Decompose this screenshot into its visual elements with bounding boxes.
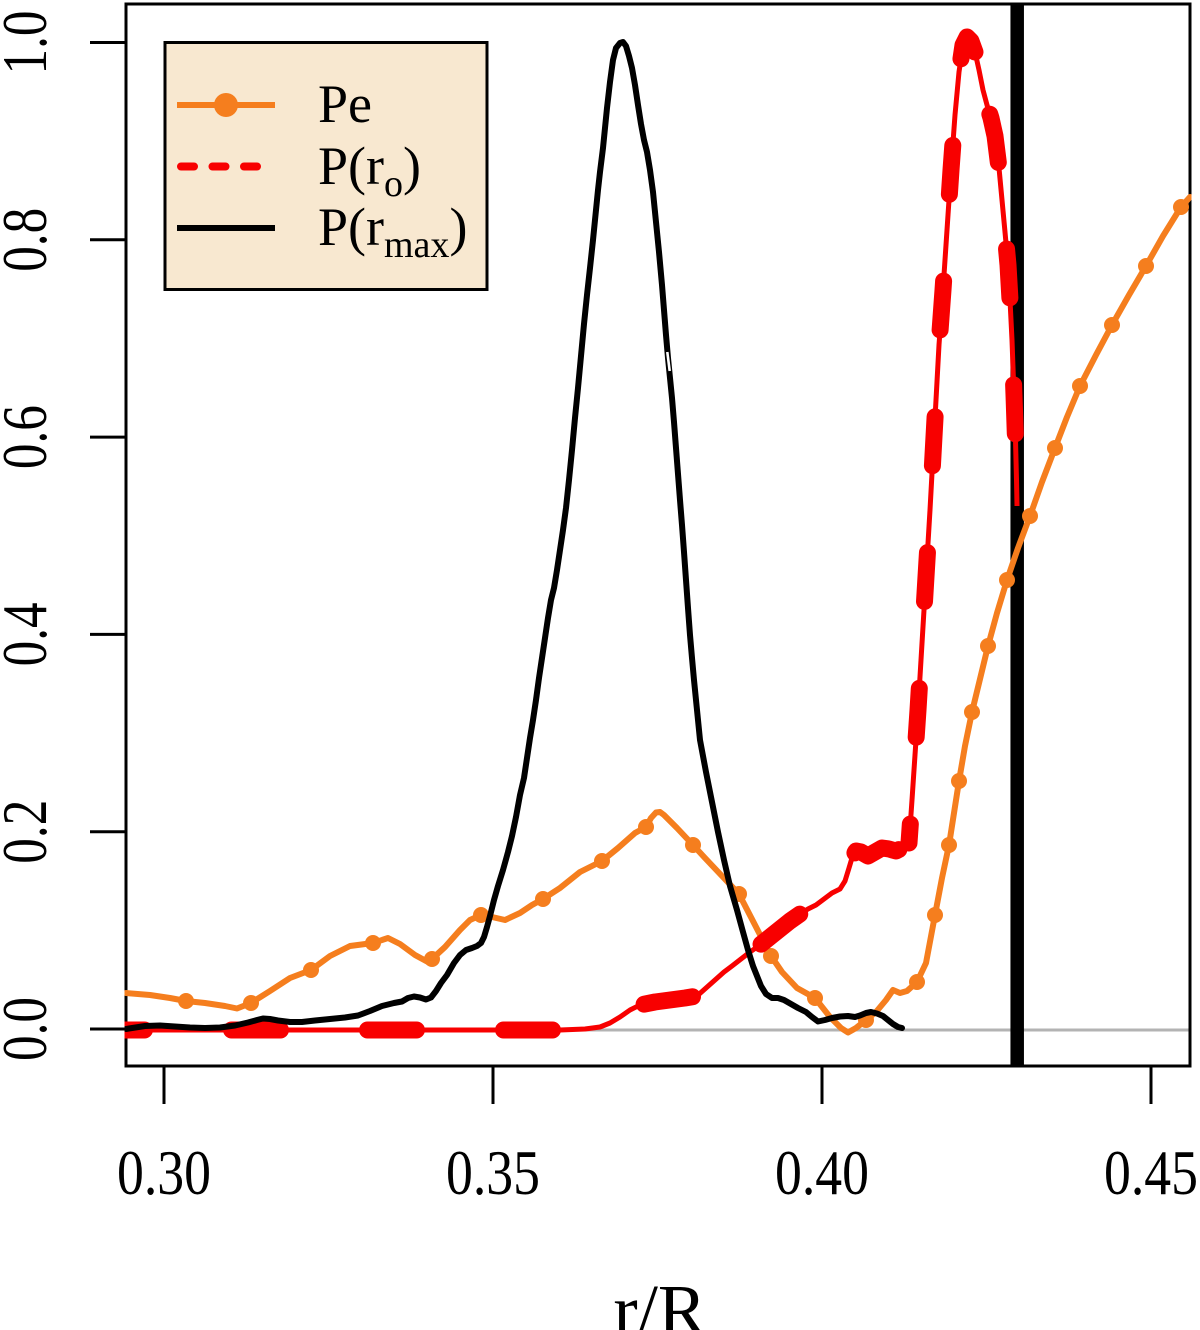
svg-text:0.45: 0.45 [1104, 1137, 1198, 1208]
svg-text:0.35: 0.35 [446, 1137, 540, 1208]
svg-text:Pe: Pe [318, 74, 372, 134]
svg-text:0.4: 0.4 [0, 602, 60, 666]
svg-text:P(ro): P(ro) [318, 136, 421, 205]
svg-text:r/R: r/R [613, 1270, 707, 1330]
svg-text:0.40: 0.40 [775, 1137, 869, 1208]
svg-text:0.2: 0.2 [0, 800, 60, 864]
svg-text:0.30: 0.30 [117, 1137, 211, 1208]
svg-text:0.8: 0.8 [0, 208, 60, 272]
svg-text:1.0: 1.0 [0, 11, 60, 75]
svg-text:0.0: 0.0 [0, 997, 60, 1061]
svg-text:0.6: 0.6 [0, 405, 60, 469]
